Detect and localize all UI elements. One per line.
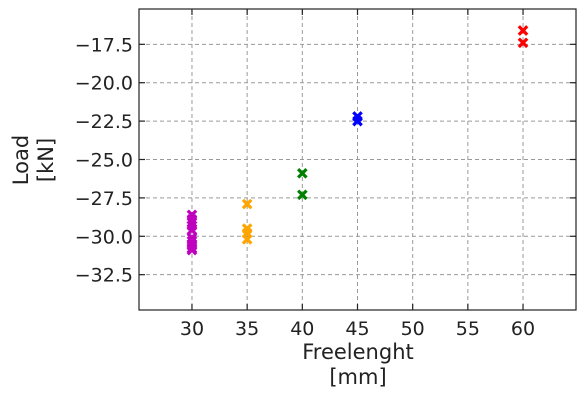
axis-ticks: 30 35 40 45 50 55 60 −32.5 −30.0 −27.5 −25.0 −22.5 −… [75, 9, 576, 340]
x-tick-label: 60 [511, 318, 535, 340]
x-tick-label: 50 [401, 318, 425, 340]
data-point [186, 240, 198, 251]
data-point [296, 189, 308, 201]
x-axis-label-line2: [mm] [329, 365, 386, 389]
x-tick-label: 55 [456, 318, 480, 340]
y-axis-label-line1: Load [9, 135, 33, 185]
x-axis-label-line1: Freelenght [302, 340, 414, 364]
data-point [241, 234, 253, 245]
x-tick-label: 45 [345, 318, 369, 340]
data-point [241, 198, 253, 210]
data-point [517, 25, 529, 36]
x-tick-label: 40 [290, 318, 314, 340]
y-tick-label: −32.5 [75, 265, 133, 287]
data-points [186, 25, 529, 256]
grid-lines [139, 9, 576, 310]
x-tick-label: 30 [180, 318, 204, 340]
y-tick-label: −22.5 [75, 111, 133, 133]
y-tick-label: −20.0 [75, 73, 133, 95]
y-tick-label: −17.5 [75, 34, 133, 56]
data-point [352, 115, 363, 127]
data-point [296, 167, 308, 179]
y-axis-label-line2: [kN] [34, 138, 58, 182]
x-tick-label: 35 [235, 318, 259, 340]
y-tick-label: −30.0 [75, 226, 133, 248]
data-point [186, 217, 198, 228]
data-point [517, 37, 529, 49]
y-tick-label: −27.5 [75, 188, 133, 210]
y-tick-label: −25.0 [75, 150, 133, 172]
